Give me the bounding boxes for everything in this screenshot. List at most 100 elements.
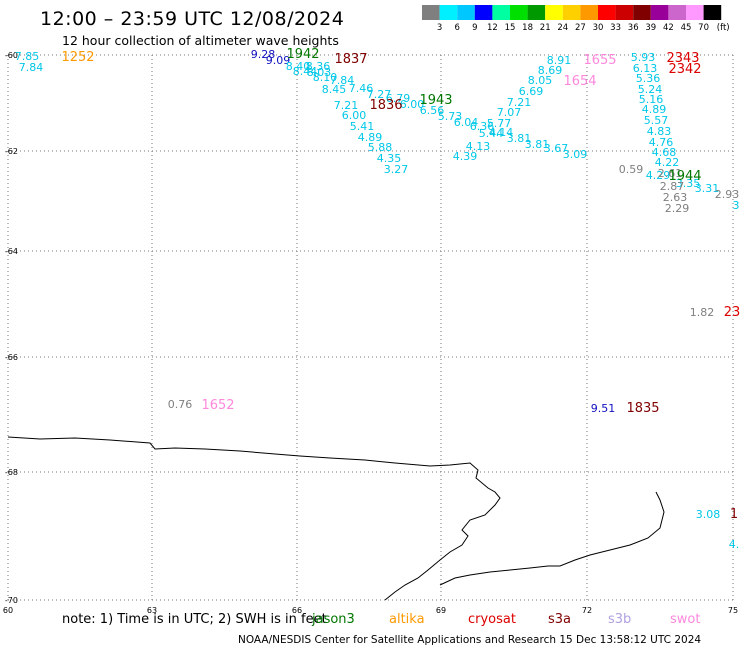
sat-altika: altika bbox=[389, 612, 425, 627]
legend-label: 3 bbox=[437, 23, 442, 33]
legend-swatch bbox=[474, 5, 493, 20]
wave-height-label: 8.05 bbox=[528, 74, 553, 87]
wave-height-label: 7.21 bbox=[507, 96, 532, 109]
legend-label: 21 bbox=[540, 23, 551, 33]
wave-height-label: 4. bbox=[729, 538, 740, 551]
legend-label: 33 bbox=[610, 23, 621, 33]
wave-height-label: 5.44 bbox=[479, 127, 504, 140]
lon-tick-label: 69 bbox=[436, 606, 446, 615]
legend-swatch bbox=[598, 5, 616, 20]
pass-time-label: 1835 bbox=[626, 401, 659, 416]
pass-time-label: 23 bbox=[724, 305, 740, 320]
sat-swot: swot bbox=[670, 612, 701, 627]
wave-height-label: 3.67 bbox=[544, 142, 569, 155]
wave-height-label: 4.89 bbox=[642, 103, 667, 116]
lat-tick-label: -64 bbox=[5, 247, 18, 256]
pass-time-label: 1655 bbox=[583, 53, 616, 68]
legend-swatch bbox=[562, 5, 581, 20]
wave-height-label: 2.87 bbox=[660, 180, 685, 193]
lon-tick-label: 63 bbox=[147, 606, 157, 615]
wave-height-label: 3.35 bbox=[676, 177, 701, 190]
wave-height-label: 2.93 bbox=[715, 188, 740, 201]
legend-label: 70 bbox=[698, 23, 709, 33]
sat-s3b: s3b bbox=[608, 612, 632, 627]
wave-height-label: 4.89 bbox=[358, 131, 383, 144]
sat-cryosat: cryosat bbox=[468, 612, 516, 627]
wave-height-label: 8.10 bbox=[313, 71, 338, 84]
legend-swatch bbox=[703, 5, 722, 20]
wave-height-label: 2.29 bbox=[665, 202, 690, 215]
color-legend: 3 6 9 12 15 18 21 24 27 30 33 36 39 42 45 70 (ft) bbox=[422, 5, 730, 33]
legend-swatch bbox=[650, 5, 669, 20]
wave-height-label: 8.91 bbox=[547, 54, 572, 67]
wave-height-label: 5.93 bbox=[631, 51, 656, 64]
legend-label: 12 bbox=[487, 23, 498, 33]
sat-s3a: s3a bbox=[548, 612, 572, 627]
wave-height-label: 4.39 bbox=[453, 150, 478, 163]
legend-label: 6 bbox=[454, 23, 459, 33]
legend-label: 27 bbox=[575, 23, 586, 33]
lat-tick-label: -68 bbox=[5, 468, 18, 477]
legend-label: 30 bbox=[593, 23, 604, 33]
legend-label: 18 bbox=[522, 23, 533, 33]
wave-height-label: 4.13 bbox=[466, 140, 491, 153]
wave-height-label: 7.27 bbox=[367, 88, 392, 101]
lat-tick-label: -60 bbox=[5, 51, 18, 60]
legend-label: 36 bbox=[628, 23, 639, 33]
wave-height-label: 4.76 bbox=[649, 136, 674, 149]
lon-tick-label: 66 bbox=[292, 606, 302, 615]
coastline bbox=[7, 436, 665, 601]
wave-height-label: 9.51 bbox=[591, 402, 616, 415]
wave-height-label: 3.81 bbox=[525, 138, 550, 151]
map-subtitle: 12 hour collection of altimeter wave hei… bbox=[62, 33, 339, 48]
wave-height-label: 9.28 bbox=[251, 48, 276, 61]
wave-height-label: 6.69 bbox=[519, 85, 544, 98]
legend-label: 39 bbox=[645, 23, 656, 33]
wave-height-label: 6.04 bbox=[454, 116, 479, 129]
wave-height-label: 6.36 bbox=[470, 120, 495, 133]
lat-tick-label: -66 bbox=[5, 353, 18, 362]
wave-height-label: 6.13 bbox=[633, 62, 658, 75]
wave-height-label: 8.36 bbox=[306, 60, 331, 73]
wave-height-label: 3.31 bbox=[695, 182, 720, 195]
wave-height-label: 5.77 bbox=[487, 117, 512, 130]
pass-time-label: 1252 bbox=[61, 50, 94, 65]
lon-tick-label: 75 bbox=[728, 606, 738, 615]
wave-height-label: 1.82 bbox=[690, 306, 715, 319]
wave-height-label: 6.00 bbox=[400, 98, 425, 111]
pass-time-label: 1654 bbox=[563, 74, 596, 89]
wave-height-label: 4.29 bbox=[646, 169, 671, 182]
pass-time-label: 1652 bbox=[201, 398, 234, 413]
legend-label: 9 bbox=[472, 23, 477, 33]
wave-height-label: 8.69 bbox=[538, 64, 563, 77]
pass-time-label: 1836 bbox=[369, 98, 402, 113]
pass-time-label: 1837 bbox=[334, 52, 367, 67]
wave-height-label: 5.24 bbox=[638, 83, 663, 96]
wave-height-label: 5.57 bbox=[644, 114, 669, 127]
legend-label: 15 bbox=[505, 23, 516, 33]
pass-time-label: 1942 bbox=[286, 47, 319, 62]
wave-height-label: 3.08 bbox=[696, 508, 721, 521]
wave-height-label: 7.85 bbox=[15, 50, 40, 63]
lat-tick-label: -62 bbox=[5, 147, 18, 156]
sat-jason3: jason3 bbox=[312, 612, 355, 627]
wave-height-label: 3.27 bbox=[384, 163, 409, 176]
wave-height-label: 6.79 bbox=[386, 92, 411, 105]
legend-swatch bbox=[545, 5, 563, 20]
legend-swatch bbox=[686, 5, 704, 20]
legend-swatch bbox=[457, 5, 475, 20]
legend-label: 24 bbox=[557, 23, 568, 33]
wave-height-label: 4.14 bbox=[489, 126, 514, 139]
wave-height-label: 9.09 bbox=[266, 54, 291, 67]
legend-swatch bbox=[668, 5, 686, 20]
wave-height-label: 5.41 bbox=[350, 120, 375, 133]
wave-height-label: 5.88 bbox=[368, 141, 393, 154]
wave-height-label: 7.21 bbox=[334, 99, 359, 112]
wave-height-label: 4.22 bbox=[655, 156, 680, 169]
legend-swatch bbox=[527, 5, 546, 20]
legend-swatch bbox=[580, 5, 598, 20]
wave-height-label: 8.44 bbox=[293, 65, 318, 78]
wave-height-label: 3 bbox=[733, 199, 740, 212]
